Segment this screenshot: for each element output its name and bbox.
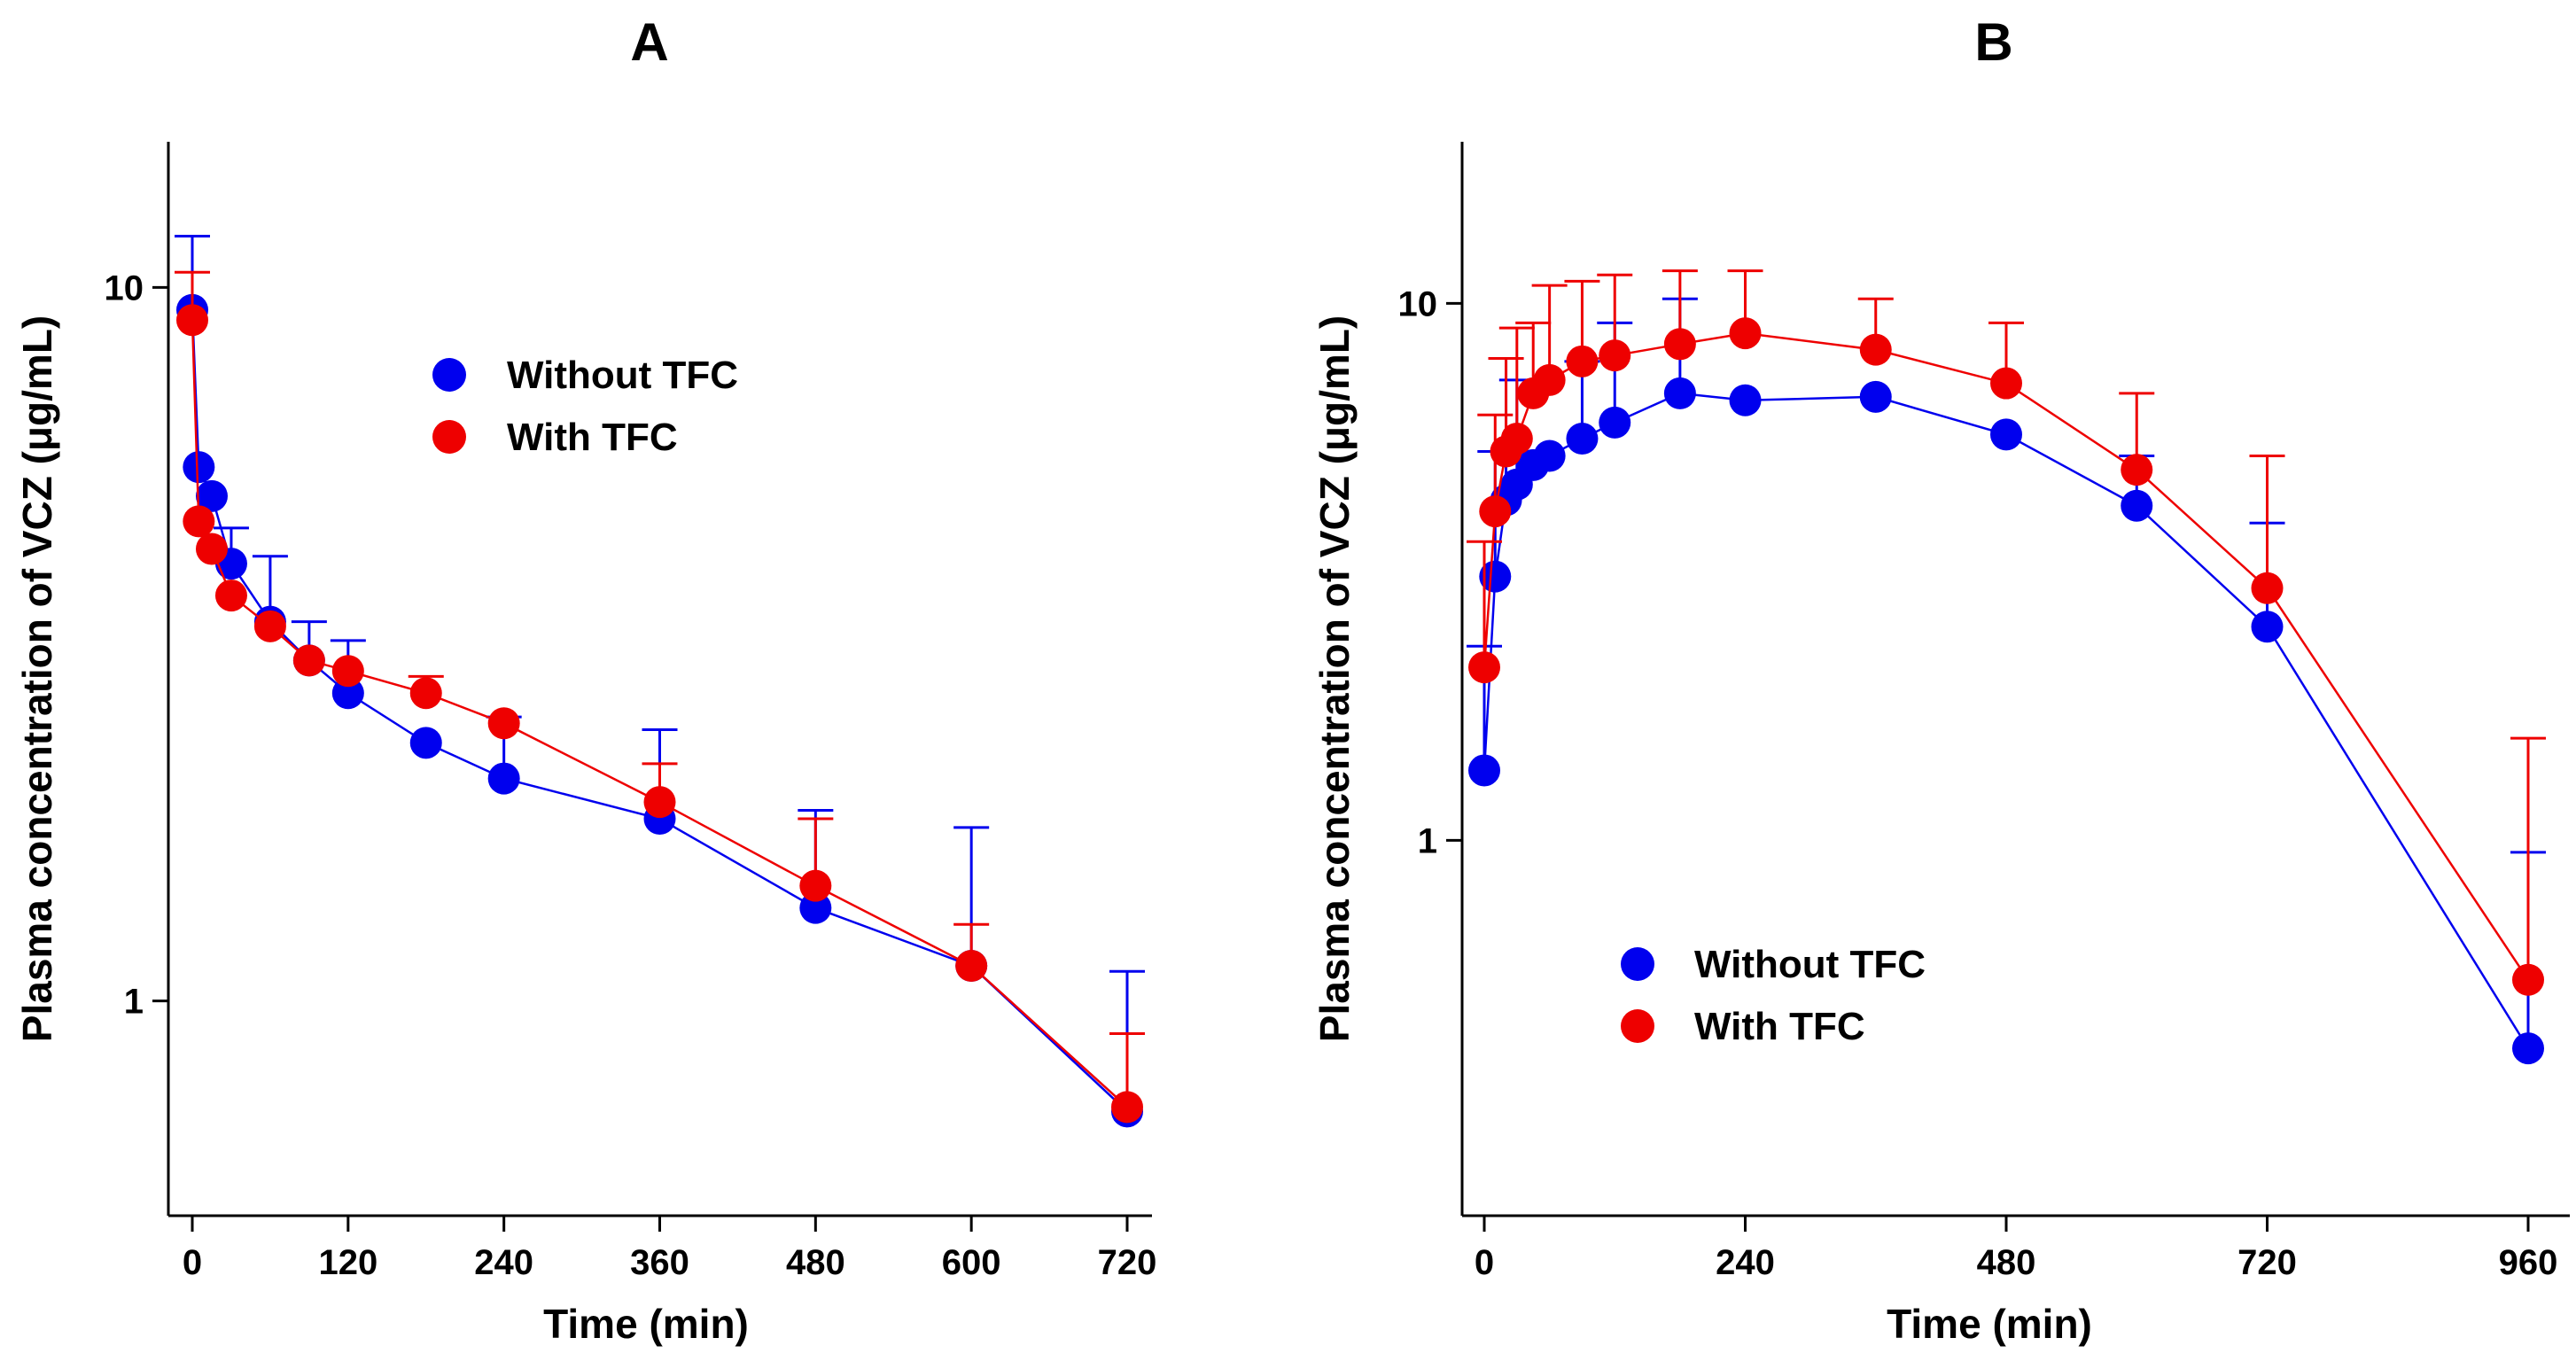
chart-panel-b: B Time (min) Plasma concentration of VCZ…: [1311, 12, 2570, 1347]
panel-a-legend: Without TFC With TFC: [432, 354, 738, 459]
data-point: [1663, 377, 1696, 409]
data-point: [176, 304, 208, 337]
panel-b-x-tick-label: 720: [2237, 1243, 2297, 1282]
panel-b-y-tick-label: 10: [1398, 284, 1438, 323]
panel-b-x-ticks: 0 240 480 720 960: [1475, 1216, 2558, 1282]
data-point: [2121, 454, 2153, 486]
data-point: [409, 677, 442, 710]
data-point: [409, 727, 442, 759]
data-point: [195, 479, 228, 512]
panel-a-x-ticks: 0 120 240 360 480 600 720: [183, 1216, 1157, 1282]
panel-b-x-tick-label: 960: [2499, 1243, 2558, 1282]
data-point: [1533, 363, 1566, 396]
data-point: [487, 762, 520, 795]
panel-a-x-tick-label: 0: [183, 1243, 202, 1282]
data-point: [487, 707, 520, 740]
panel-a-x-tick-label: 480: [786, 1243, 845, 1282]
data-point: [1566, 345, 1599, 377]
chart-panel-a: A Time (min) Plasma concentration of VCZ…: [14, 12, 1156, 1347]
data-point: [1500, 423, 1533, 455]
panel-b-y-ticks: 1 10: [1398, 284, 1462, 860]
data-point: [1468, 651, 1500, 684]
data-point: [183, 451, 215, 484]
data-point: [1990, 367, 2022, 400]
panel-a-x-tick-label: 360: [630, 1243, 689, 1282]
panel-b-x-tick-label: 240: [1716, 1243, 1775, 1282]
panel-a-y-tick-label: 10: [105, 268, 144, 307]
data-point: [331, 677, 364, 710]
panel-b-x-tick-label: 480: [1977, 1243, 2036, 1282]
data-point: [214, 579, 247, 612]
data-point: [1599, 406, 1631, 439]
panel-a-legend-marker-with-tfc: [432, 420, 466, 454]
data-point: [1729, 317, 1762, 350]
panel-b-legend-label-with-tfc: With TFC: [1694, 1005, 1865, 1048]
panel-a-y-ticks: 1 10: [105, 268, 168, 1022]
panel-a-y-axis-label: Plasma concentration of VCZ (μg/mL): [14, 315, 60, 1042]
data-point: [1533, 439, 1566, 472]
panel-b-y-tick-label: 1: [1418, 821, 1437, 860]
panel-a-legend-label-with-tfc: With TFC: [507, 416, 678, 459]
data-point: [643, 786, 676, 819]
data-point: [1479, 495, 1512, 528]
data-point: [253, 610, 286, 642]
data-point: [2512, 1032, 2544, 1065]
panel-b-series-with-tfc: [1467, 269, 2546, 996]
data-point: [799, 869, 832, 902]
panel-a-legend-marker-without-tfc: [432, 358, 466, 392]
panel-a-legend-label-without-tfc: Without TFC: [507, 354, 738, 397]
panel-b-legend-marker-with-tfc: [1621, 1009, 1654, 1043]
data-point: [331, 655, 364, 688]
data-point: [799, 891, 832, 924]
data-point: [195, 533, 228, 565]
panel-a-x-tick-label: 240: [474, 1243, 533, 1282]
panel-a-series: [175, 234, 1145, 1128]
data-point: [1859, 380, 1892, 413]
data-point: [1599, 339, 1631, 372]
panel-a-x-axis-label: Time (min): [543, 1301, 749, 1347]
panel-b-series: [1467, 269, 2546, 1065]
data-point: [1566, 423, 1599, 455]
data-point: [1111, 1091, 1143, 1124]
panel-a-y-tick-label: 1: [124, 983, 144, 1022]
panel-b-series-without-tfc: [1467, 297, 2546, 1065]
panel-b-x-tick-label: 0: [1475, 1243, 1494, 1282]
data-point: [183, 505, 215, 538]
data-point: [1468, 754, 1500, 787]
data-point: [1663, 328, 1696, 361]
panel-b-legend: Without TFC With TFC: [1621, 943, 1926, 1048]
panel-b-title: B: [1974, 12, 2012, 72]
panel-a-title: A: [630, 12, 668, 72]
data-point: [2121, 489, 2153, 522]
data-point: [2251, 572, 2284, 604]
data-point: [1729, 384, 1762, 416]
panel-a-series-with-tfc: [175, 270, 1145, 1124]
data-point: [2512, 963, 2544, 996]
panel-b-x-axis-label: Time (min): [1887, 1301, 2092, 1347]
data-point: [955, 949, 988, 982]
data-point: [292, 644, 325, 677]
data-point: [1479, 560, 1512, 593]
panel-a-x-tick-label: 720: [1098, 1243, 1157, 1282]
panel-b-legend-marker-without-tfc: [1621, 947, 1654, 981]
panel-b-legend-label-without-tfc: Without TFC: [1694, 943, 1926, 986]
panel-a-x-tick-label: 600: [942, 1243, 1001, 1282]
panel-b-y-axis-label: Plasma concentration of VCZ (μg/mL): [1311, 315, 1358, 1042]
data-point: [1990, 418, 2022, 451]
data-point: [2251, 611, 2284, 643]
data-point: [1859, 333, 1892, 366]
panel-a-x-tick-label: 120: [318, 1243, 377, 1282]
